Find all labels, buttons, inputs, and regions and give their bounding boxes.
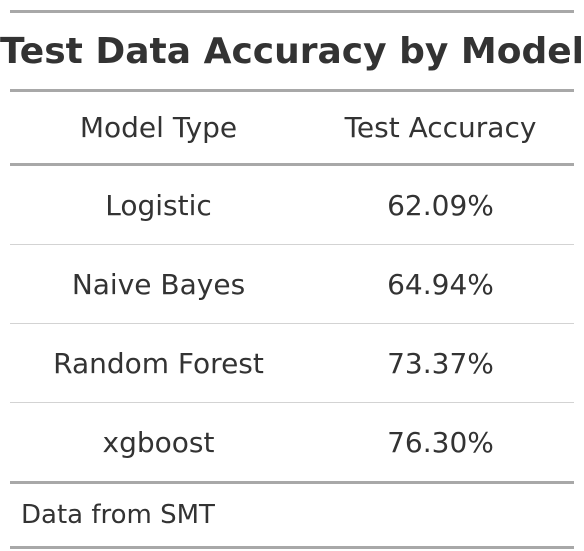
header-rule xyxy=(10,163,574,166)
table-row: xgboost 76.30% xyxy=(10,403,574,481)
column-header-model-type: Model Type xyxy=(79,111,238,144)
model-cell: Logistic xyxy=(105,188,212,222)
column-header-test-accuracy: Test Accuracy xyxy=(344,111,537,144)
row-divider xyxy=(10,402,574,403)
accuracy-cell: 62.09% xyxy=(387,188,494,222)
table-title: Test Data Accuracy by Model xyxy=(0,30,584,72)
body-bottom-rule xyxy=(10,481,574,484)
model-cell: Naive Bayes xyxy=(71,267,246,301)
accuracy-cell: 73.37% xyxy=(387,346,494,380)
accuracy-cell: 76.30% xyxy=(387,425,494,459)
model-cell: xgboost xyxy=(102,425,215,459)
top-rule xyxy=(10,10,574,13)
row-divider xyxy=(10,244,574,245)
row-divider xyxy=(10,323,574,324)
source-note: Data from SMT xyxy=(21,500,215,530)
accuracy-cell: 64.94% xyxy=(387,267,494,301)
model-cell: Random Forest xyxy=(53,346,264,380)
accuracy-table: Test Data Accuracy by Model Model Type T… xyxy=(0,10,584,549)
header-row: Model Type Test Accuracy xyxy=(10,92,574,163)
title-rule xyxy=(10,89,574,92)
bottom-rule xyxy=(10,546,574,549)
table-row: Logistic 62.09% xyxy=(10,166,574,244)
table-row: Random Forest 73.37% xyxy=(10,324,574,402)
table-row: Naive Bayes 64.94% xyxy=(10,245,574,323)
